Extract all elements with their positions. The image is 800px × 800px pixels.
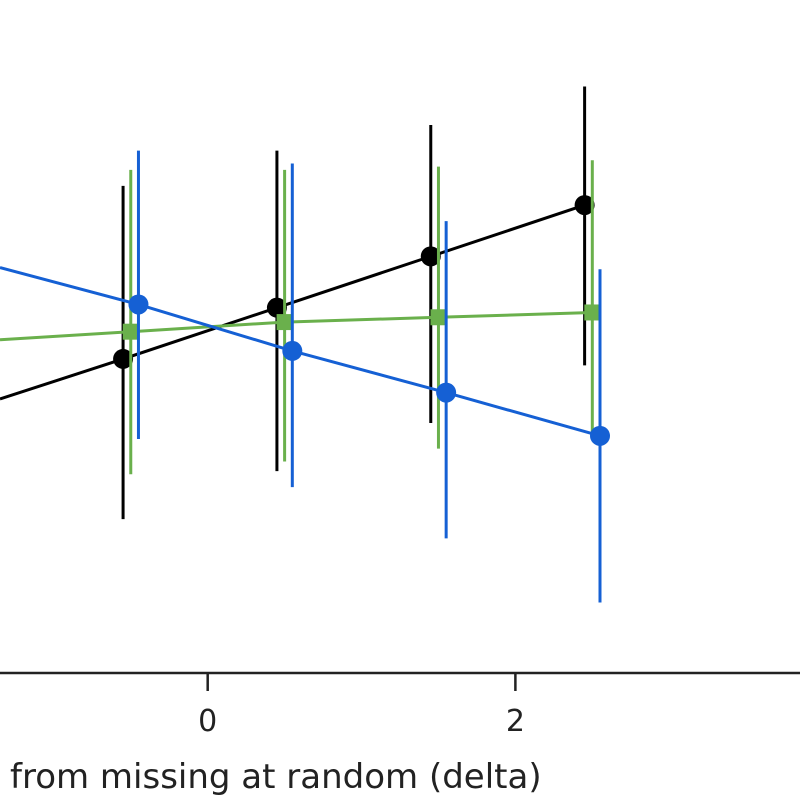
series-layer	[0, 86, 610, 603]
series-3-point-3	[436, 382, 457, 403]
series-1-point-2	[266, 297, 287, 318]
series-1-point-1	[113, 348, 134, 369]
series-2-point-1	[122, 323, 139, 340]
series-2-point-4	[584, 304, 601, 321]
series-3-point-2	[282, 340, 303, 361]
x-axis-label: from missing at random (delta)	[10, 757, 542, 797]
series-3-point-4	[590, 425, 610, 446]
x-tick-label-1: 0	[198, 704, 217, 739]
x-tick-label-2: 2	[506, 704, 525, 739]
series-1-point-4	[574, 195, 595, 216]
series-2-line	[0, 310, 593, 342]
series-3-point-1	[128, 294, 149, 315]
series-1	[0, 86, 595, 520]
series-2-point-2	[276, 314, 293, 331]
series-1-point-3	[420, 246, 441, 267]
series-2	[0, 160, 601, 475]
series-2-point-3	[430, 309, 447, 326]
series-3	[0, 150, 610, 603]
